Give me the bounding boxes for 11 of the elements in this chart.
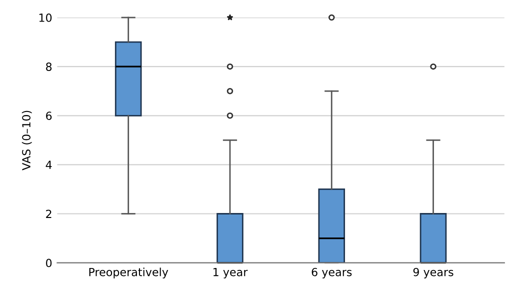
y-tick-label: 10 xyxy=(39,13,52,22)
x-tick-label: 1 year xyxy=(214,268,248,278)
y-tick-label: 0 xyxy=(46,258,52,268)
x-tick-label: 9 years xyxy=(413,268,454,278)
y-tick-label: 6 xyxy=(46,112,52,120)
y-tick-label: 8 xyxy=(46,62,52,71)
x-tick-label: Preoperatively xyxy=(89,268,168,278)
y-tick-label: 2 xyxy=(46,210,52,218)
y-axis-title: VAS (0–10) xyxy=(22,110,32,170)
x-tick-label: 6 years xyxy=(312,268,352,278)
y-tick-label: 4 xyxy=(46,160,52,169)
